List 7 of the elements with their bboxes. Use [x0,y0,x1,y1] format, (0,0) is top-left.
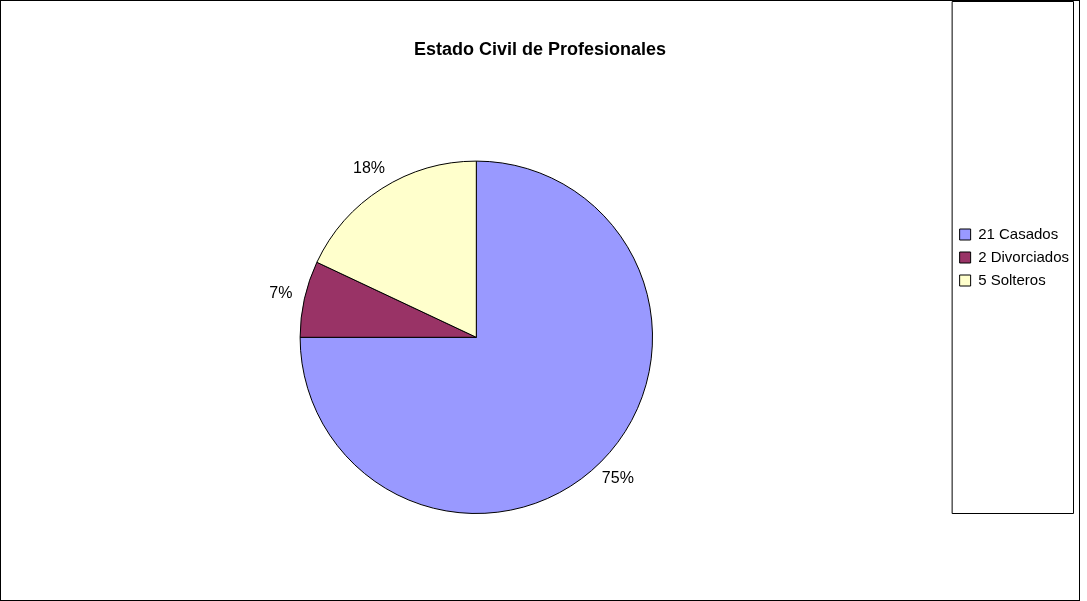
data-label: 18% [353,158,386,176]
data-label: 7% [269,284,293,302]
legend-label: 2 Divorciados [978,247,1069,265]
data-label: 75% [601,469,634,487]
legend-label: 21 Casados [978,224,1059,242]
chart-title: Estado Civil de Profesionales [413,38,667,59]
legend-label: 5 Solteros [978,270,1046,288]
